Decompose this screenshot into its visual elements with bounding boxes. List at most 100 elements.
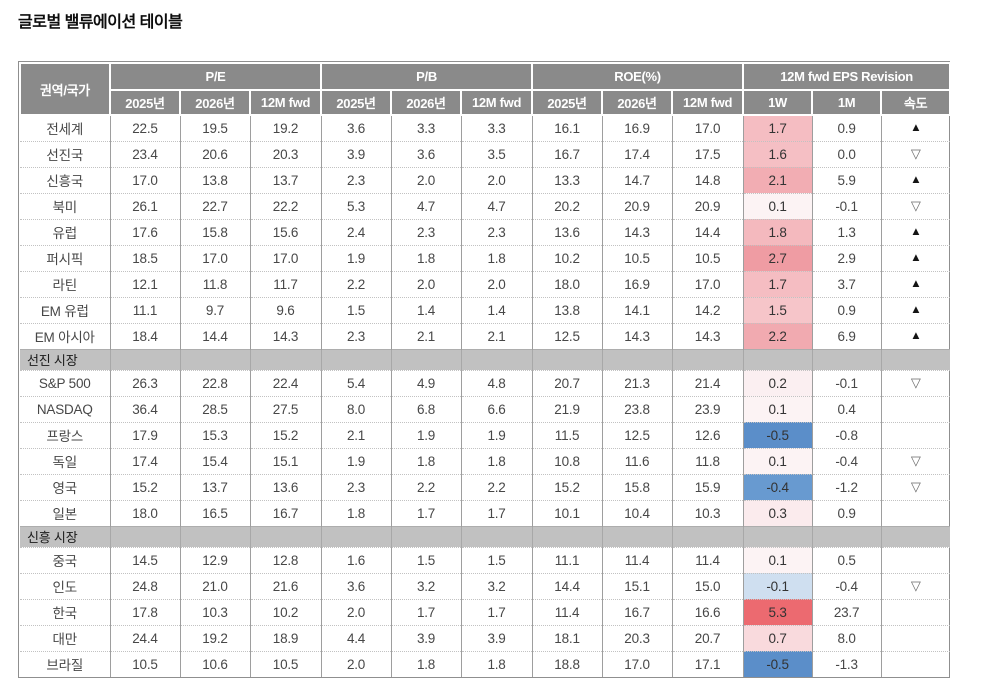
value-cell: 28.5	[179, 395, 250, 422]
eps-revision-1w-cell: 1.7	[742, 114, 813, 141]
row-label: 신흥국	[20, 166, 110, 193]
value-cell: 1.3	[811, 218, 882, 245]
table-row: 독일 17.4 15.4 15.1 1.9 1.8 1.8 10.8 11.6 11.8 0.1 -0…	[20, 447, 951, 474]
section-label: 선진 시장	[20, 348, 110, 370]
table-row: 선진국 23.4 20.6 20.3 3.9 3.6 3.5 16.7 17.4 17.5 1.6 0…	[20, 140, 951, 167]
row-label: EM 유럽	[20, 296, 110, 323]
subheader-pb-2025: 2025년	[320, 89, 393, 116]
value-cell: 8.0	[811, 624, 882, 651]
value-cell: 8.0	[320, 395, 392, 422]
value-cell: 18.0	[109, 499, 180, 526]
value-cell: 1.9	[390, 421, 462, 448]
value-cell: 20.7	[671, 624, 744, 651]
row-label: 라틴	[20, 270, 110, 297]
value-cell: 15.8	[179, 218, 250, 245]
section-cell	[460, 525, 533, 547]
value-cell: 14.3	[601, 322, 673, 349]
velocity-down-icon: ▽	[880, 447, 951, 474]
value-cell: 11.6	[601, 447, 673, 474]
velocity-empty-cell	[880, 624, 951, 651]
section-cell	[179, 348, 250, 370]
value-cell: 1.9	[320, 244, 392, 271]
table-row: 브라질 10.5 10.6 10.5 2.0 1.8 1.8 18.8 17.0 17.1 -0.5…	[20, 650, 951, 677]
value-cell: 3.9	[390, 624, 462, 651]
value-cell: 18.0	[531, 270, 603, 297]
eps-revision-1w-cell: 0.1	[742, 447, 813, 474]
value-cell: 2.1	[390, 322, 462, 349]
value-cell: 2.4	[320, 218, 392, 245]
value-cell: 4.8	[460, 369, 533, 396]
table-row: 일본 18.0 16.5 16.7 1.8 1.7 1.7 10.1 10.4 10.3 0.3 0.…	[20, 499, 951, 526]
value-cell: 21.9	[531, 395, 603, 422]
value-cell: 1.7	[460, 598, 533, 625]
value-cell: 3.3	[390, 114, 462, 141]
value-cell: 1.5	[320, 296, 392, 323]
value-cell: 13.3	[531, 166, 603, 193]
value-cell: 6.8	[390, 395, 462, 422]
row-label: 선진국	[20, 140, 110, 167]
value-cell: 13.6	[249, 473, 322, 500]
table-row: 대만 24.4 19.2 18.9 4.4 3.9 3.9 18.1 20.3 20.7 0.7 8.…	[20, 624, 951, 651]
section-cell	[320, 348, 392, 370]
velocity-up-icon: ▲	[880, 296, 951, 323]
value-cell: 16.1	[531, 114, 603, 141]
value-cell: 17.0	[671, 270, 744, 297]
section-cell	[811, 348, 882, 370]
value-cell: 10.5	[671, 244, 744, 271]
value-cell: 26.1	[109, 192, 180, 219]
value-cell: 1.8	[460, 447, 533, 474]
value-cell: 17.5	[671, 140, 744, 167]
subheader-pb-12mfwd: 12M fwd	[460, 89, 534, 116]
eps-revision-1w-cell: -0.4	[742, 473, 813, 500]
value-cell: 3.6	[320, 114, 392, 141]
value-cell: 3.3	[460, 114, 533, 141]
value-cell: 2.3	[390, 218, 462, 245]
value-cell: 15.9	[671, 473, 744, 500]
value-cell: 13.6	[531, 218, 603, 245]
value-cell: 5.3	[320, 192, 392, 219]
value-cell: 4.7	[390, 192, 462, 219]
value-cell: 18.1	[531, 624, 603, 651]
velocity-down-icon: ▽	[880, 473, 951, 500]
value-cell: 15.1	[601, 572, 673, 599]
value-cell: 3.9	[460, 624, 533, 651]
value-cell: 16.9	[601, 270, 673, 297]
subheader-pe-12mfwd: 12M fwd	[248, 89, 323, 116]
value-cell: -1.2	[811, 473, 882, 500]
table-row: 전세계 22.5 19.5 19.2 3.6 3.3 3.3 16.1 16.9 17.0 1.7 0…	[20, 114, 951, 141]
row-label: 인도	[20, 572, 110, 599]
valuation-table-grid: 권역/국가 P/E P/B ROE(%) 12M fwd EPS Revisio…	[19, 62, 952, 677]
section-cell	[811, 525, 882, 547]
value-cell: 14.3	[601, 218, 673, 245]
row-label: NASDAQ	[20, 395, 110, 422]
value-cell: 6.6	[460, 395, 533, 422]
value-cell: 3.2	[460, 572, 533, 599]
value-cell: 23.8	[601, 395, 673, 422]
value-cell: 17.0	[601, 650, 673, 677]
value-cell: 2.2	[390, 473, 462, 500]
row-label: 유럽	[20, 218, 110, 245]
value-cell: 20.3	[601, 624, 673, 651]
eps-revision-1w-cell: 2.2	[742, 322, 813, 349]
value-cell: 15.2	[531, 473, 603, 500]
value-cell: 14.4	[179, 322, 250, 349]
value-cell: 17.4	[109, 447, 180, 474]
subheader-pb-2026: 2026년	[390, 89, 463, 116]
value-cell: 12.5	[601, 421, 673, 448]
value-cell: 36.4	[109, 395, 180, 422]
value-cell: 4.4	[320, 624, 392, 651]
corner-header: 권역/국가	[19, 62, 111, 116]
table-row: 중국 14.5 12.9 12.8 1.6 1.5 1.5 11.1 11.4 11.4 0.1 0.…	[20, 546, 951, 573]
value-cell: 1.9	[320, 447, 392, 474]
value-cell: 17.4	[601, 140, 673, 167]
value-cell: 14.3	[249, 322, 322, 349]
section-cell	[671, 525, 744, 547]
value-cell: 11.4	[531, 598, 603, 625]
value-cell: 2.0	[390, 270, 462, 297]
table-header: 권역/국가 P/E P/B ROE(%) 12M fwd EPS Revisio…	[19, 62, 952, 116]
value-cell: 17.6	[109, 218, 180, 245]
value-cell: 23.9	[671, 395, 744, 422]
value-cell: 14.2	[671, 296, 744, 323]
section-cell	[249, 348, 322, 370]
